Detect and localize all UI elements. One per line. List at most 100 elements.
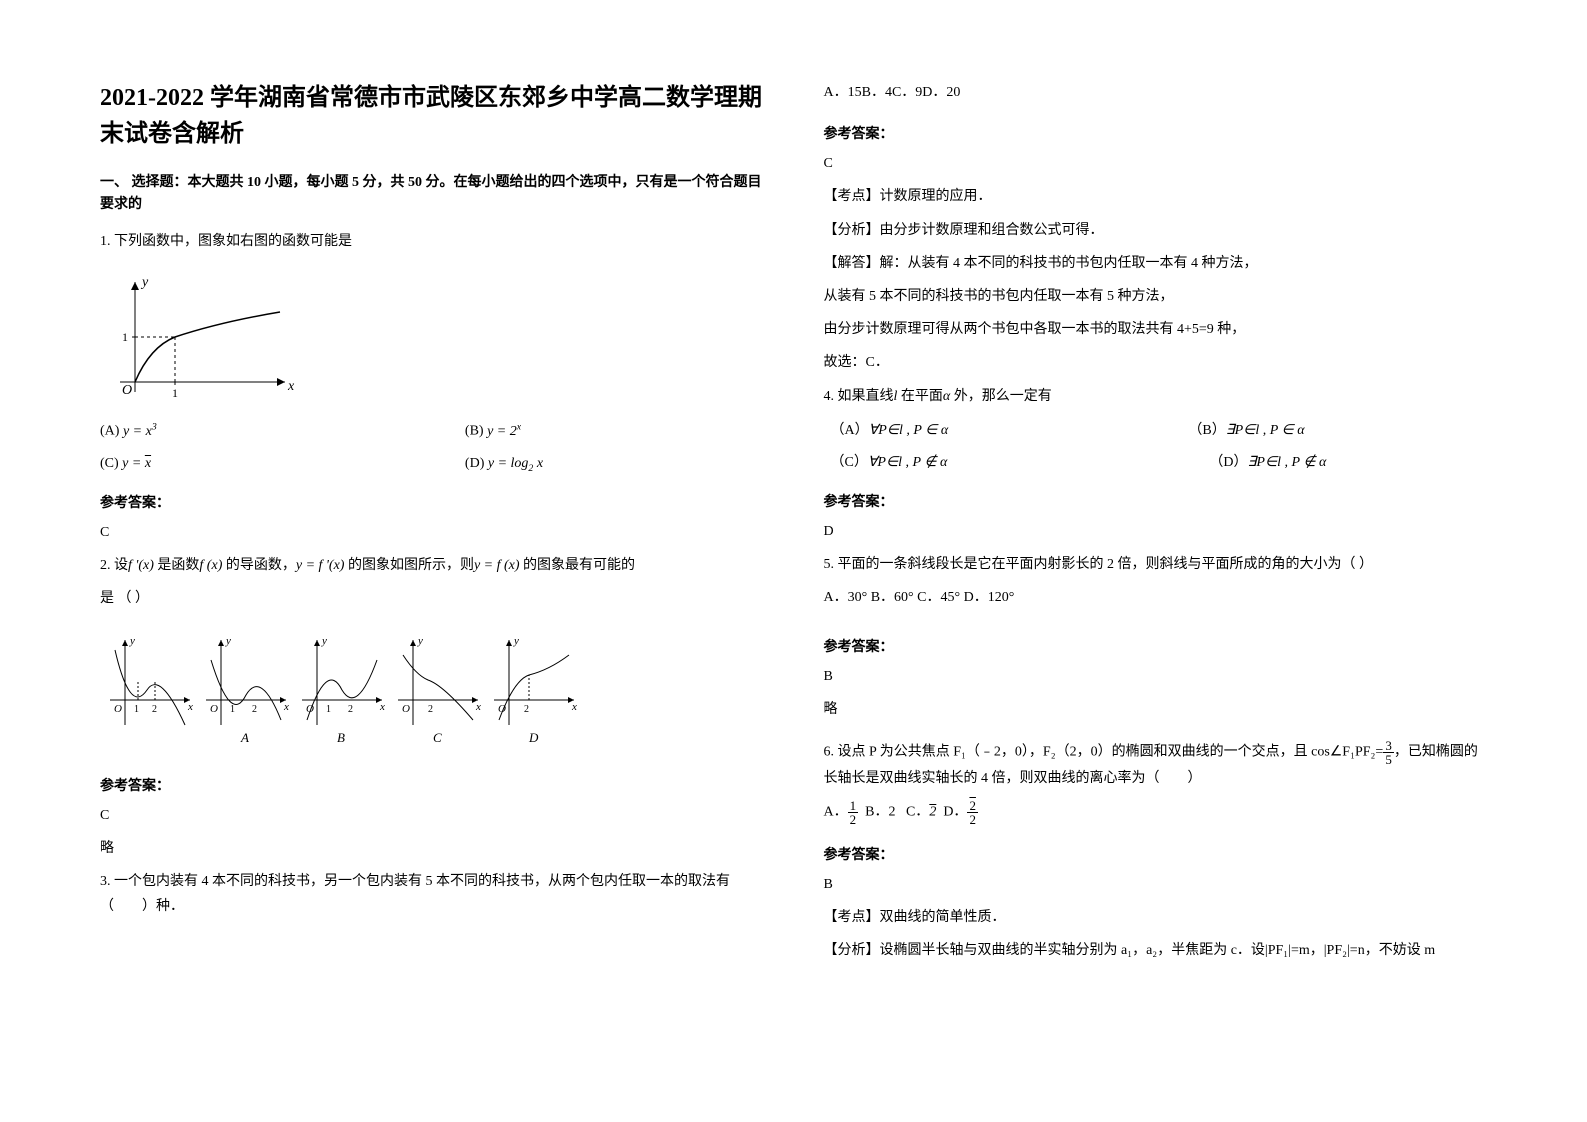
q2-m4: y = f (x) [474,558,520,573]
q3-kaodian: 【考点】计数原理的应用． [824,184,1488,209]
q3-jieda2: 从装有 5 本不同的科技书的书包内任取一本有 5 种方法， [824,284,1488,309]
q6-optC-math: 2 [929,805,936,820]
q4-opts-row1: （A）∀P∈l , P ∈ α （B）∃P∈l , P ∈ α [824,417,1488,445]
q5-note: 略 [824,697,1488,722]
svg-text:2: 2 [252,704,257,715]
q6-frac35: 35 [1383,739,1394,766]
q4-optC-math: ∀P∈l , P ∉ α [868,455,948,470]
q1-options-row1: (A) y = x3 (B) y = 2x [100,417,764,446]
svg-text:2: 2 [152,704,157,715]
right-column: A．15B．4C．9D．20 参考答案： C 【考点】计数原理的应用． 【分析】… [824,80,1488,1042]
q2-m1: f '(x) [128,558,154,573]
svg-text:2: 2 [524,704,529,715]
left-column: 2021-2022 学年湖南省常德市市武陵区东郊乡中学高二数学理期末试卷含解析 … [100,80,764,1042]
svg-text:1: 1 [134,704,139,715]
q6-pre: 6. 设点 P 为公共焦点 F₁（﹣2，0），F₂（2，0）的椭圆和双曲线的一个… [824,744,1384,759]
q2-note: 略 [100,836,764,861]
svg-text:D: D [528,730,539,745]
svg-text:x: x [379,701,385,713]
q3-jieda3: 由分步计数原理可得从两个书包中各取一本书的取法共有 4+5=9 种， [824,317,1488,342]
q6-optD-frac: 22 [967,799,978,826]
svg-text:C: C [433,730,442,745]
q5-options: A．30° B．60° C．45° D．120° [824,585,1488,610]
q6-answer: B [824,872,1488,897]
svg-text:1: 1 [172,386,178,400]
svg-text:y: y [225,635,231,647]
svg-text:y: y [513,635,519,647]
q1-optA-math: y = x3 [123,424,157,439]
q6-answer-label: 参考答案： [824,844,1488,864]
q4-optB-pre: （B） [1188,423,1225,438]
q4-optD-pre: （D） [1209,455,1247,470]
q1-optD-label: (D) [465,456,488,471]
svg-text:1: 1 [122,330,128,344]
svg-text:O: O [114,703,122,715]
q1-figure: O x y 1 1 [100,272,764,407]
q4-l: l [894,389,898,404]
q2-figure: O x y 1 2 Ox y 1 2 A Ox y [100,630,764,755]
q6-optA-frac: 12 [848,799,859,826]
q3-jieda4: 故选：C． [824,350,1488,375]
q3-options: A．15B．4C．9D．20 [824,80,1488,105]
q3-answer: C [824,151,1488,176]
svg-text:2: 2 [348,704,353,715]
q6-options: A．12 B．2 C．2 D．22 [824,799,1488,826]
section-1-header: 一、 选择题：本大题共 10 小题，每小题 5 分，共 50 分。在每小题给出的… [100,172,764,217]
q1-optA-label: (A) [100,424,123,439]
q1-answer-label: 参考答案： [100,492,764,512]
q1-optC-math: y = x [122,456,151,471]
q3-fenxi: 【分析】由分步计数原理和组合数公式可得． [824,218,1488,243]
question-2: 2. 设f '(x) 是函数f (x) 的导函数，y = f '(x) 的图象如… [100,553,764,578]
q1-optC-label: (C) [100,456,122,471]
q1-graph-svg: O x y 1 1 [100,272,300,402]
q4-end: 外，那么一定有 [954,389,1052,404]
q2-mid4: 的图象最有可能的 [523,558,635,573]
q3-answer-label: 参考答案： [824,123,1488,143]
q4-answer-label: 参考答案： [824,491,1488,511]
q2-answer: C [100,803,764,828]
q6-optB: B．2 [865,805,895,820]
q4-pre: 4. 如果直线 [824,389,894,404]
svg-text:2: 2 [428,704,433,715]
q2-multi-svg: O x y 1 2 Ox y 1 2 A Ox y [100,630,580,750]
q4-optD-math: ∃P∈l , P ∉ α [1248,455,1327,470]
svg-text:y: y [417,635,423,647]
q4-opts-row2: （C）∀P∈l , P ∉ α （D）∃P∈l , P ∉ α [824,449,1488,477]
q2-mid3: 的图象如图所示，则 [348,558,474,573]
exam-title: 2021-2022 学年湖南省常德市市武陵区东郊乡中学高二数学理期末试卷含解析 [100,80,764,152]
svg-text:B: B [337,730,345,745]
q6-kaodian: 【考点】双曲线的简单性质． [824,905,1488,930]
svg-text:O: O [402,703,410,715]
svg-text:y: y [129,635,135,647]
question-3: 3. 一个包内装有 4 本不同的科技书，另一个包内装有 5 本不同的科技书，从两… [100,869,764,919]
q1-answer: C [100,520,764,545]
q2-m3: y = f '(x) [296,558,345,573]
q4-optA-math: ∀P∈l , P ∈ α [869,423,949,438]
svg-text:y: y [140,275,149,290]
question-1: 1. 下列函数中，图象如右图的函数可能是 [100,229,764,254]
q4-mid: 在平面 [901,389,943,404]
q6-optD: D． [943,805,967,820]
svg-text:x: x [571,701,577,713]
q2-m2: f (x) [199,558,222,573]
question-4: 4. 如果直线l 在平面α 外，那么一定有 [824,384,1488,409]
q6-fenxi: 【分析】设椭圆半长轴与双曲线的半实轴分别为 a₁，a₂，半焦距为 c．设|PF₁… [824,938,1488,963]
svg-text:x: x [187,701,193,713]
svg-text:1: 1 [326,704,331,715]
svg-text:x: x [283,701,289,713]
q1-optB-label: (B) [465,424,487,439]
svg-text:1: 1 [230,704,235,715]
svg-text:A: A [240,730,249,745]
q4-optA-pre: （A） [831,423,869,438]
q5-answer: B [824,664,1488,689]
svg-text:O: O [210,703,218,715]
q2-pre: 2. 设 [100,558,128,573]
q6-optA: A． [824,805,848,820]
question-5: 5. 平面的一条斜线段长是它在平面内射影长的 2 倍，则斜线与平面所成的角的大小… [824,552,1488,577]
q1-optD-math: y = log2 x [488,456,543,471]
q4-optB-math: ∃P∈l , P ∈ α [1226,423,1305,438]
question-6: 6. 设点 P 为公共焦点 F₁（﹣2，0），F₂（2，0）的椭圆和双曲线的一个… [824,739,1488,791]
svg-text:y: y [321,635,327,647]
q2-mid1: 是函数 [157,558,199,573]
q4-optC-pre: （C） [831,455,868,470]
